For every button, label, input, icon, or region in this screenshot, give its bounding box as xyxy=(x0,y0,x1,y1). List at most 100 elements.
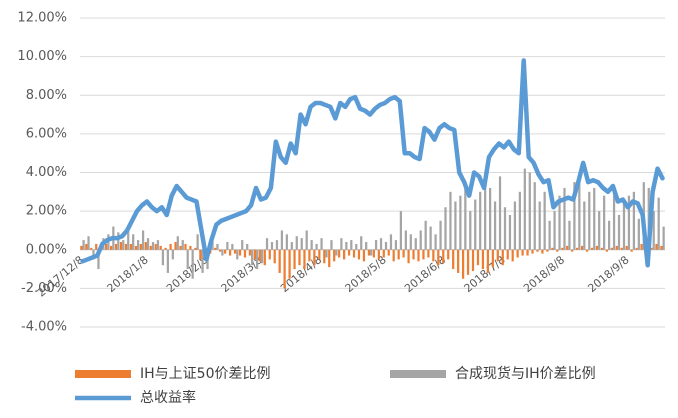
bar xyxy=(134,245,138,250)
bar xyxy=(283,249,286,289)
bar xyxy=(278,249,281,273)
bar xyxy=(303,249,306,270)
bar xyxy=(114,243,118,250)
bar xyxy=(622,201,626,250)
bar xyxy=(288,249,291,279)
bar xyxy=(617,214,621,250)
bar xyxy=(313,249,316,266)
bar xyxy=(526,249,529,256)
bar xyxy=(384,242,388,250)
bar xyxy=(498,176,502,250)
bar xyxy=(444,207,447,250)
bar xyxy=(419,230,422,250)
bar xyxy=(238,249,242,256)
bar xyxy=(189,245,192,250)
bar xyxy=(154,243,157,250)
bar xyxy=(92,249,95,260)
bar xyxy=(553,211,556,250)
bar xyxy=(548,220,551,250)
bar xyxy=(169,243,172,250)
bar xyxy=(146,238,150,250)
bar xyxy=(137,240,140,250)
bar xyxy=(479,191,482,250)
bar xyxy=(424,220,427,250)
bar xyxy=(85,243,88,250)
bar xyxy=(612,191,616,250)
bar xyxy=(325,249,328,258)
bar xyxy=(219,249,222,252)
bar xyxy=(357,249,361,260)
bar xyxy=(536,249,539,252)
bar xyxy=(578,176,581,250)
bar xyxy=(546,249,549,252)
bar xyxy=(323,249,326,264)
bar xyxy=(429,226,432,250)
bar xyxy=(122,240,125,250)
bar xyxy=(377,249,380,260)
bar xyxy=(392,249,395,262)
y-tick-label: 0.00% xyxy=(26,242,67,257)
bar xyxy=(124,243,128,250)
bar xyxy=(211,240,214,250)
bar xyxy=(449,191,452,250)
bar xyxy=(516,249,519,258)
bar xyxy=(484,172,487,250)
bar xyxy=(543,191,546,250)
bar xyxy=(637,218,640,250)
bar xyxy=(635,247,638,250)
bar xyxy=(320,238,323,250)
bar xyxy=(409,234,412,250)
bar xyxy=(493,201,497,250)
line xyxy=(80,58,665,268)
bar xyxy=(350,240,353,250)
bar xyxy=(290,242,293,250)
bar xyxy=(105,243,108,250)
bar xyxy=(466,249,470,275)
y-tick-label: 4.00% xyxy=(26,165,67,180)
bar xyxy=(585,249,589,252)
bar xyxy=(471,249,475,271)
bar xyxy=(233,249,237,254)
bar xyxy=(610,247,613,250)
bar xyxy=(503,207,507,250)
bar xyxy=(442,249,445,264)
bar xyxy=(295,236,298,250)
bar xyxy=(132,234,135,250)
bar xyxy=(397,249,400,260)
bar xyxy=(144,242,147,250)
bar xyxy=(521,249,524,256)
bar xyxy=(571,249,574,252)
bar xyxy=(275,240,279,250)
bar xyxy=(253,249,256,260)
bar xyxy=(404,230,407,250)
bar xyxy=(181,240,184,250)
bar xyxy=(82,240,85,250)
bar xyxy=(434,234,437,250)
legend-label: IH与上证50价差比例 xyxy=(140,366,270,382)
bar xyxy=(650,247,653,250)
bar xyxy=(246,243,249,250)
bar xyxy=(201,249,204,273)
bar xyxy=(469,211,472,250)
bar xyxy=(605,249,608,252)
bar xyxy=(343,249,346,260)
bar xyxy=(97,249,100,270)
y-tick-label: 10.00% xyxy=(17,49,67,64)
bar xyxy=(273,249,276,264)
bar xyxy=(580,245,584,250)
bar xyxy=(119,242,123,250)
bar xyxy=(370,249,373,256)
bar xyxy=(355,243,358,250)
y-tick-label: 8.00% xyxy=(26,88,67,103)
bar xyxy=(231,243,234,250)
bar xyxy=(657,197,660,250)
bar xyxy=(328,249,331,268)
bar xyxy=(379,238,383,250)
bar xyxy=(457,249,460,273)
bar xyxy=(80,245,83,250)
bar xyxy=(362,249,366,262)
bar xyxy=(427,249,430,258)
bar xyxy=(541,249,544,254)
bar xyxy=(221,249,224,256)
bar xyxy=(340,238,343,250)
